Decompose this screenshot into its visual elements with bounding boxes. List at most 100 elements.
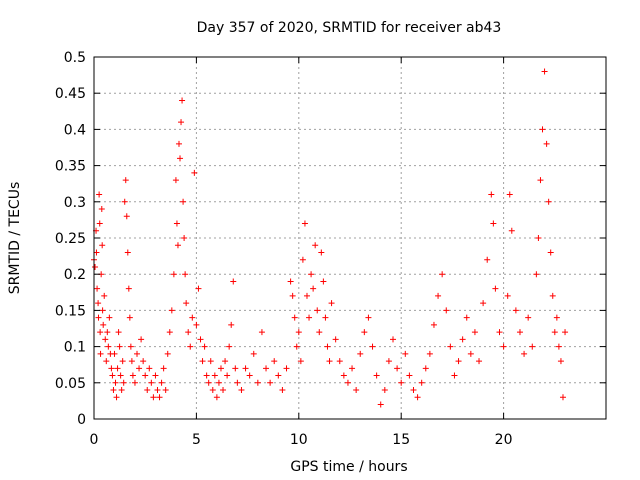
data-point — [250, 350, 257, 357]
data-point — [312, 242, 319, 249]
y-tick-label: 0.25 — [55, 231, 86, 247]
data-point — [193, 321, 200, 328]
data-point — [99, 242, 106, 249]
data-point — [410, 387, 417, 394]
data-point — [182, 271, 189, 278]
data-point — [102, 336, 109, 343]
data-point — [301, 220, 308, 227]
data-point — [134, 350, 141, 357]
data-point — [162, 387, 169, 394]
data-point — [539, 126, 546, 133]
data-point — [357, 350, 364, 357]
data-point — [183, 300, 190, 307]
data-point — [108, 365, 115, 372]
data-point — [125, 285, 132, 292]
data-point — [492, 285, 499, 292]
data-point — [242, 365, 249, 372]
data-point — [533, 271, 540, 278]
data-point — [525, 314, 532, 321]
data-point — [215, 379, 222, 386]
data-point — [471, 329, 478, 336]
data-point — [430, 321, 437, 328]
data-point — [398, 379, 405, 386]
data-point — [289, 292, 296, 299]
data-point — [385, 358, 392, 365]
data-point — [402, 350, 409, 357]
data-point — [295, 329, 302, 336]
data-point — [543, 140, 550, 147]
data-point — [172, 177, 179, 184]
data-point — [170, 271, 177, 278]
data-point — [283, 365, 290, 372]
data-point — [111, 350, 118, 357]
data-point — [127, 343, 134, 350]
data-point — [124, 249, 131, 256]
data-point — [100, 321, 107, 328]
data-point — [547, 249, 554, 256]
data-point — [228, 321, 235, 328]
y-tick-label: 0 — [77, 412, 86, 428]
data-point — [246, 372, 253, 379]
data-point — [559, 394, 566, 401]
data-point — [140, 358, 147, 365]
data-point — [279, 387, 286, 394]
data-point — [144, 387, 151, 394]
data-point — [516, 329, 523, 336]
data-point — [177, 155, 184, 162]
data-point — [320, 278, 327, 285]
data-points — [91, 68, 569, 408]
data-point — [97, 329, 104, 336]
data-point — [414, 394, 421, 401]
data-point — [99, 307, 106, 314]
y-tick-label: 0.15 — [55, 303, 86, 319]
data-point — [541, 68, 548, 75]
data-point — [96, 191, 103, 198]
data-point — [150, 394, 157, 401]
data-point — [234, 379, 241, 386]
data-point — [154, 387, 161, 394]
data-point — [105, 343, 112, 350]
data-point — [336, 358, 343, 365]
data-point — [340, 372, 347, 379]
data-point — [287, 278, 294, 285]
data-point — [426, 350, 433, 357]
data-point — [116, 343, 123, 350]
data-point — [263, 365, 270, 372]
data-point — [226, 343, 233, 350]
data-point — [175, 140, 182, 147]
data-point — [138, 336, 145, 343]
data-point — [254, 379, 261, 386]
data-point — [488, 191, 495, 198]
data-point — [316, 329, 323, 336]
data-point — [95, 300, 102, 307]
data-point — [181, 235, 188, 241]
data-point — [267, 379, 274, 386]
data-point — [555, 343, 562, 350]
data-point — [549, 292, 556, 299]
data-point — [98, 206, 105, 213]
data-point — [217, 365, 224, 372]
data-point — [562, 329, 569, 336]
data-point — [349, 365, 356, 372]
data-point — [506, 191, 513, 198]
data-point — [152, 372, 159, 379]
data-point — [406, 372, 413, 379]
data-point — [271, 358, 278, 365]
data-point — [324, 343, 331, 350]
data-point — [537, 177, 544, 184]
data-point — [123, 213, 130, 220]
data-point — [179, 97, 186, 104]
data-point — [110, 387, 117, 394]
data-point — [467, 350, 474, 357]
y-tick-label: 0.05 — [55, 376, 86, 392]
x-tick-label: 0 — [90, 432, 99, 448]
data-point — [447, 343, 454, 350]
data-point — [201, 343, 208, 350]
data-point — [480, 300, 487, 307]
data-point — [303, 292, 310, 299]
data-point — [291, 314, 298, 321]
data-point — [328, 300, 335, 307]
data-point — [146, 365, 153, 372]
data-point — [96, 220, 103, 227]
data-point — [435, 292, 442, 299]
